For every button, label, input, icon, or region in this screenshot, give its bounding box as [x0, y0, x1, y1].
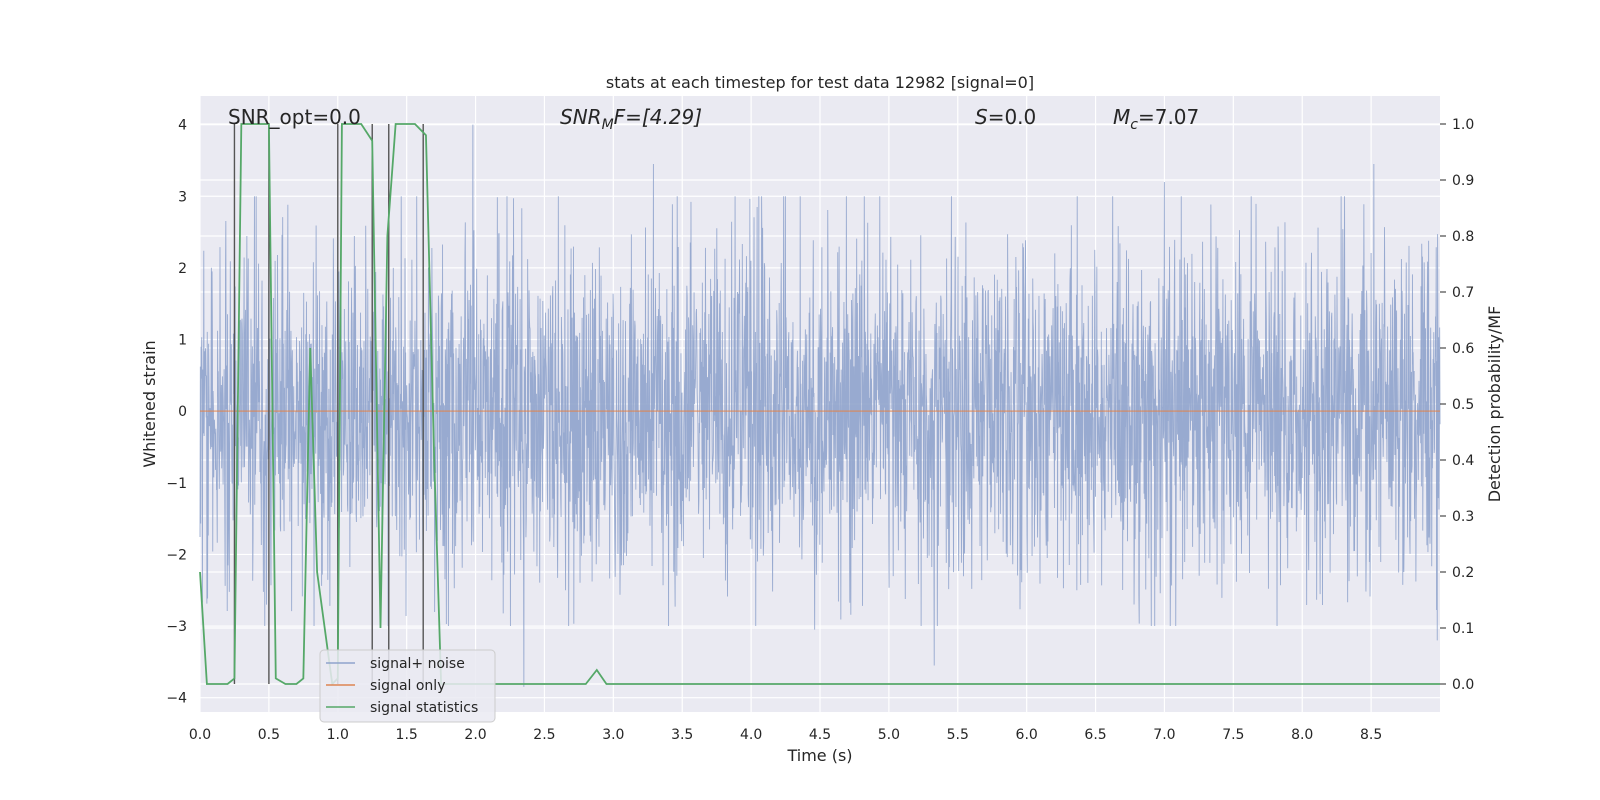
- y2-tick-label: 0.0: [1452, 677, 1474, 693]
- mc-value: =7.07: [1138, 105, 1199, 129]
- vertical-lines: [233, 124, 424, 684]
- y-tick-label: 4: [178, 118, 187, 134]
- x-tick-label: 2.5: [533, 727, 555, 743]
- x-tick-label: 7.0: [1153, 727, 1175, 743]
- mc-subscript: c: [1130, 117, 1138, 133]
- snr-mf-subscript: M: [602, 117, 614, 133]
- x-tick-label: 3.5: [671, 727, 693, 743]
- noise-series: [199, 124, 1441, 687]
- noise-trace: [199, 124, 1441, 687]
- x-tick-label: 1.5: [396, 727, 418, 743]
- y-tick-label: 2: [178, 261, 187, 277]
- y2-tick-label: 0.2: [1452, 565, 1474, 581]
- y-tick-label: −3: [166, 619, 187, 635]
- x-tick-label: 8.5: [1360, 727, 1382, 743]
- x-tick-label: 4.5: [809, 727, 831, 743]
- x-tick-label: 6.0: [1016, 727, 1038, 743]
- x-tick-label: 1.0: [327, 727, 349, 743]
- y2-tick-label: 0.4: [1452, 453, 1474, 469]
- y2-tick-label: 0.7: [1452, 285, 1474, 301]
- x-tick-label: 6.5: [1084, 727, 1106, 743]
- y-tick-label: −2: [166, 547, 187, 563]
- legend: signal+ noise signal only signal statist…: [319, 649, 496, 723]
- x-tick-label: 8.0: [1291, 727, 1313, 743]
- y-axis-label: Whitened strain: [140, 340, 159, 467]
- snr-mf-symbol: SNR: [560, 105, 602, 129]
- y-tick-label: 0: [178, 404, 187, 420]
- snr-mf-rest: F=[4.29]: [614, 105, 702, 129]
- y2-axis-ticks: 1.0 0.9 0.8 0.7 0.6 0.5 0.4 0.3 0.2 0.1 0.0: [1440, 117, 1474, 693]
- x-tick-label: 4.0: [740, 727, 762, 743]
- legend-stats-label: signal statistics: [370, 700, 478, 716]
- y2-axis-label: Detection probability/MF: [1485, 306, 1504, 503]
- legend-box: [319, 649, 496, 723]
- y2-tick-label: 0.8: [1452, 229, 1474, 245]
- y-axis-ticks: 4 3 2 1 0 −1 −2 −3 −4: [166, 118, 187, 707]
- chart-title: stats at each timestep for test data 129…: [606, 73, 1034, 92]
- x-tick-label: 0.5: [258, 727, 280, 743]
- y2-tick-label: 0.9: [1452, 173, 1474, 189]
- s-symbol: S: [975, 105, 988, 129]
- legend-noise-label: signal+ noise: [370, 656, 465, 672]
- x-tick-label: 2.0: [464, 727, 486, 743]
- y-tick-label: −4: [166, 691, 187, 707]
- y-tick-label: −1: [166, 476, 187, 492]
- y2-tick-label: 1.0: [1452, 117, 1474, 133]
- y2-tick-label: 0.6: [1452, 341, 1474, 357]
- mc-annotation: Mc=7.07: [1113, 105, 1199, 133]
- x-axis-ticks: 0.0 0.5 1.0 1.5 2.0 2.5 3.0 3.5 4.0 4.5 5.0 5.5 6.0 6…: [189, 727, 1382, 743]
- snr-opt-annotation: SNR_opt=0.0: [228, 105, 361, 129]
- y2-tick-label: 0.1: [1452, 621, 1474, 637]
- y-tick-label: 3: [178, 189, 187, 205]
- y2-tick-label: 0.3: [1452, 509, 1474, 525]
- x-tick-label: 5.5: [947, 727, 969, 743]
- s-value: =0.0: [988, 105, 1037, 129]
- y2-tick-label: 0.5: [1452, 397, 1474, 413]
- s-annotation: S=0.0: [975, 105, 1036, 129]
- x-tick-label: 5.0: [878, 727, 900, 743]
- y-tick-label: 1: [178, 333, 187, 349]
- legend-signal-label: signal only: [370, 678, 445, 694]
- mc-symbol: M: [1113, 105, 1130, 129]
- x-tick-label: 3.0: [602, 727, 624, 743]
- x-axis-label: Time (s): [786, 746, 852, 765]
- x-tick-label: 7.5: [1222, 727, 1244, 743]
- x-tick-label: 0.0: [189, 727, 211, 743]
- snr-mf-annotation: SNRMF=[4.29]: [560, 105, 702, 133]
